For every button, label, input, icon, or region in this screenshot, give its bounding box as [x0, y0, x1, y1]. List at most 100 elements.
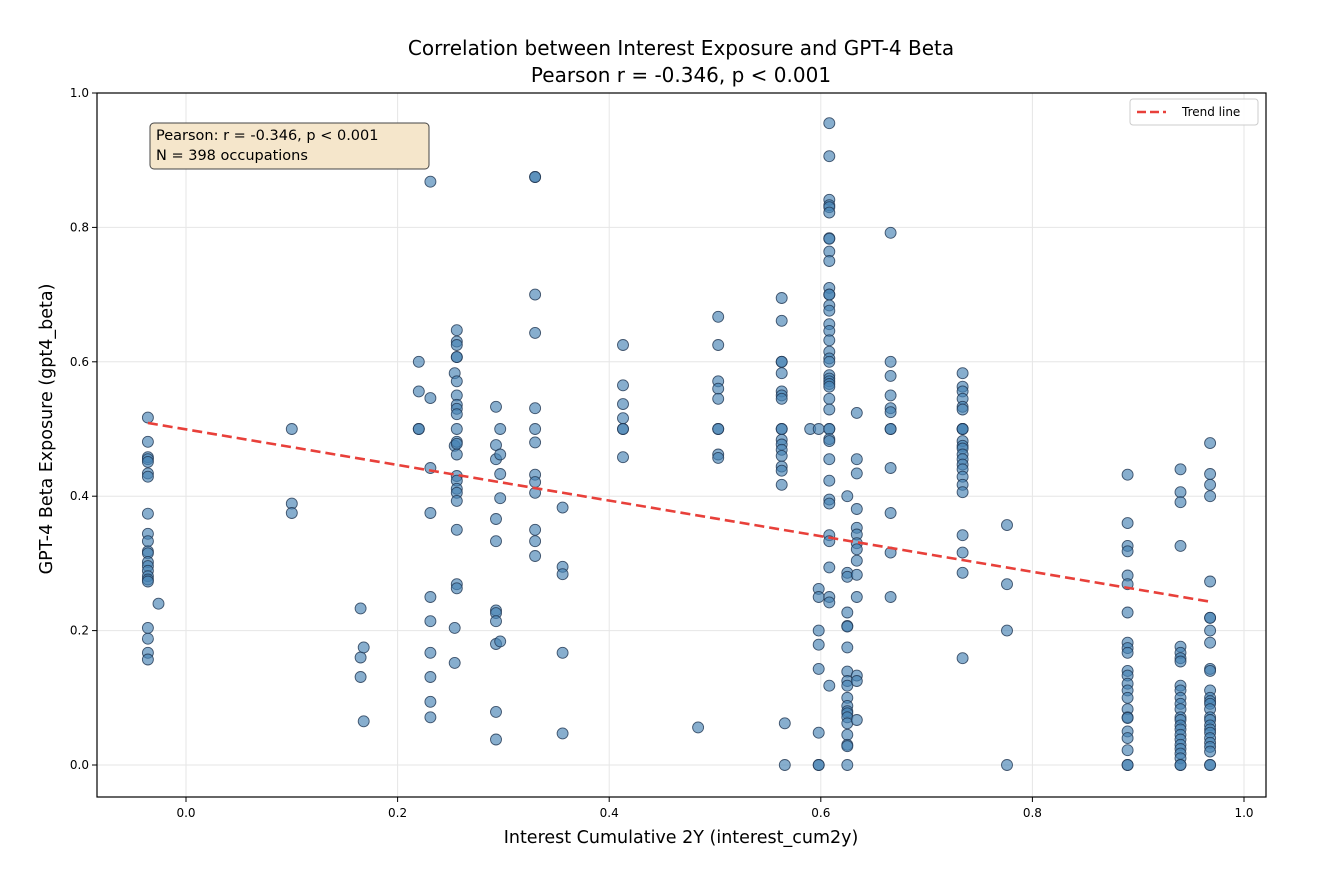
data-point [1121, 468, 1134, 481]
data-point [141, 507, 154, 520]
data-point [529, 326, 542, 339]
x-tick-label: 0.0 [176, 806, 195, 820]
data-point [823, 596, 836, 609]
data-point [712, 310, 725, 323]
data-point [529, 171, 542, 183]
data-point [823, 679, 836, 692]
data-point [1174, 655, 1187, 668]
data-point [529, 476, 542, 489]
legend-box [1129, 98, 1259, 126]
data-point [617, 423, 629, 435]
data-point [1174, 486, 1187, 499]
y-tick-label: 0.0 [70, 758, 89, 772]
data-point [884, 406, 897, 419]
data-point [450, 339, 463, 351]
data-point [1121, 759, 1134, 771]
data-point [712, 339, 725, 351]
x-axis-label: Interest Cumulative 2Y (interest_cum2y) [504, 828, 859, 848]
data-point [450, 423, 463, 435]
x-axis-ticks: 0.0 0.2 0.4 0.6 0.8 1.0 [176, 797, 1254, 820]
legend: Trend line [1129, 98, 1259, 126]
data-point [850, 453, 863, 466]
x-tick-label: 0.2 [388, 806, 407, 820]
data-point [424, 711, 437, 724]
data-point [841, 759, 854, 771]
data-point [450, 494, 463, 507]
data-point [494, 492, 507, 505]
data-point [494, 468, 507, 480]
data-point [529, 288, 542, 301]
data-point [617, 398, 629, 411]
data-point [141, 455, 154, 468]
data-point [412, 385, 425, 398]
data-point [141, 653, 154, 666]
data-point [884, 355, 897, 368]
data-point [1204, 636, 1217, 649]
data-point [775, 367, 788, 380]
data-point [823, 304, 836, 317]
data-point [1204, 664, 1217, 677]
stats-annotation: Pearson: r = -0.346, p < 0.001 N = 398 o… [149, 122, 430, 170]
data-point [617, 412, 629, 425]
data-point [141, 535, 154, 548]
data-point [1121, 646, 1134, 659]
data-point [850, 503, 863, 515]
data-point [823, 423, 836, 435]
data-point [775, 449, 788, 462]
data-point [956, 529, 969, 542]
data-point [841, 490, 854, 503]
data-point [812, 759, 825, 771]
data-point [1204, 490, 1217, 503]
data-point [1204, 624, 1217, 637]
data-point [529, 523, 542, 536]
data-point [1001, 519, 1013, 532]
data-point [712, 423, 725, 435]
data-point [450, 408, 463, 421]
data-point [450, 375, 463, 388]
data-point [812, 638, 825, 651]
data-point [712, 392, 725, 405]
data-point [823, 334, 836, 347]
data-point [956, 423, 969, 435]
data-point [450, 437, 463, 450]
data-point [884, 369, 897, 382]
data-point [812, 591, 825, 603]
data-point [1174, 759, 1187, 771]
data-point [424, 175, 437, 188]
data-point [775, 355, 788, 368]
y-axis-ticks: 0.0 0.2 0.4 0.6 0.8 1.0 [70, 86, 97, 772]
x-tick-label: 0.8 [1023, 806, 1042, 820]
data-point [775, 392, 788, 405]
data-point [841, 728, 854, 741]
data-point [1121, 691, 1134, 704]
data-point [1174, 496, 1187, 509]
data-point [556, 568, 569, 581]
data-point [850, 675, 863, 687]
data-point [956, 486, 969, 499]
data-point [424, 507, 437, 519]
data-point [450, 523, 463, 536]
data-point [141, 435, 154, 448]
data-point [841, 620, 854, 633]
data-point [617, 379, 629, 392]
data-point [956, 367, 969, 380]
data-point [556, 727, 569, 740]
data-point [712, 451, 725, 464]
data-point [490, 513, 502, 525]
data-point [357, 641, 370, 654]
data-point [823, 392, 836, 405]
data-point [1121, 545, 1134, 558]
data-point [1001, 624, 1013, 637]
data-point [712, 382, 725, 395]
data-point [141, 575, 154, 588]
data-point [412, 423, 425, 435]
data-point [775, 292, 788, 304]
data-point [823, 288, 836, 301]
chart-subtitle: Pearson r = -0.346, p < 0.001 [531, 63, 831, 87]
data-point [412, 355, 425, 368]
data-point [450, 582, 463, 595]
data-point [424, 392, 437, 405]
data-point [775, 464, 788, 477]
data-point [448, 656, 461, 669]
